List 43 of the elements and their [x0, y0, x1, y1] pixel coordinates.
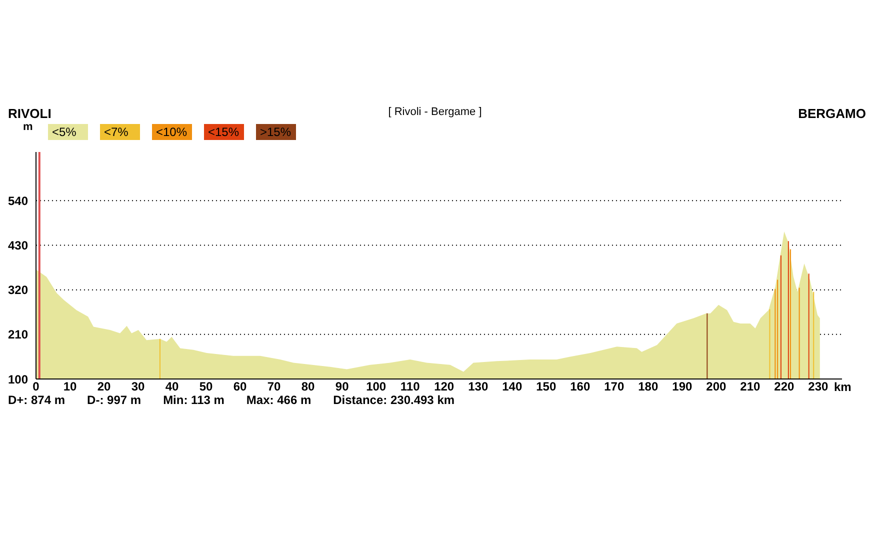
x-tick-label: 0: [32, 380, 40, 394]
x-tick-label: 210: [740, 380, 761, 394]
text: BERGAMO: [798, 106, 866, 121]
y-tick-label: 320: [8, 283, 28, 298]
text: Min: 113 m: [163, 393, 224, 407]
chart-title: [ Rivoli - Bergame ]: [388, 106, 482, 118]
text: Distance: 230.493 km: [333, 393, 455, 407]
text: <7%: [100, 124, 140, 140]
text: RIVOLI: [8, 106, 52, 121]
y-tick-label: 540: [8, 194, 28, 208]
x-tick-label: 90: [335, 380, 350, 394]
x-tick-label: 70: [267, 380, 282, 394]
y-tick-label: 430: [8, 238, 28, 252]
x-tick-label: 220: [774, 380, 795, 394]
x-tick-label: 130: [468, 380, 488, 394]
x-tick-label: 190: [672, 380, 692, 394]
x-tick-label: 200: [706, 380, 726, 394]
x-tick-label: 40: [165, 380, 180, 394]
x-tick-label: 60: [233, 380, 248, 394]
text: <15%: [204, 124, 244, 140]
text: <10%: [152, 124, 192, 140]
x-tick-label: 100: [366, 380, 386, 394]
x-tick-label: 20: [97, 380, 112, 394]
text: <5%: [48, 124, 88, 140]
y-axis-title: m: [23, 121, 33, 133]
text: >15%: [256, 124, 296, 140]
x-tick-label: 110: [400, 380, 420, 394]
x-tick-label: 140: [502, 380, 522, 394]
x-tick-label: 150: [536, 380, 556, 394]
x-tick-label: 230: [808, 380, 829, 394]
y-tick-label: 210: [8, 328, 28, 342]
text: D+: 874 m: [8, 393, 66, 407]
x-tick-label: 30: [131, 380, 146, 394]
x-tick-label: 120: [434, 380, 454, 394]
x-tick-label: 180: [638, 380, 658, 394]
x-tick-label: 50: [199, 380, 214, 394]
x-tick-label: 160: [570, 380, 590, 394]
x-tick-label: 80: [301, 380, 316, 394]
x-tick-label: 10: [63, 380, 78, 394]
x-axis-title: km: [834, 380, 852, 394]
text: D-: 997 m: [87, 393, 142, 407]
x-tick-label: 170: [604, 380, 624, 394]
text: Max: 466 m: [246, 393, 312, 407]
